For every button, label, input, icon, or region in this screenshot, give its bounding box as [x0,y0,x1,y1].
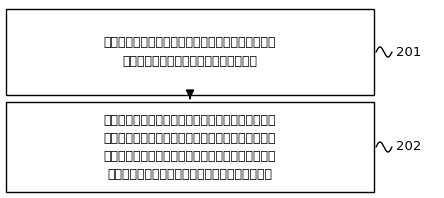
Bar [6,102,374,192]
Bar [6,9,374,95]
Text: 第一压缩机和第二压缩机均运转时，实时获取第一压
缩机的当前油温和第二压缩机的当前油温: 第一压缩机和第二压缩机均运转时，实时获取第一压 缩机的当前油温和第二压缩机的当前… [104,36,276,68]
Text: 202: 202 [396,141,421,153]
Text: 201: 201 [396,46,421,58]
Text: 在第一压缩机的当前油温不高于第一油温阈值、且第
二压缩机的当前油温不高于第二油温阈值时，执行回
油均衡控制过程：确定第一压缩机的当前需油量和第
二压缩机的当前需: 在第一压缩机的当前油温不高于第一油温阈值、且第 二压缩机的当前油温不高于第二油温… [104,113,276,181]
